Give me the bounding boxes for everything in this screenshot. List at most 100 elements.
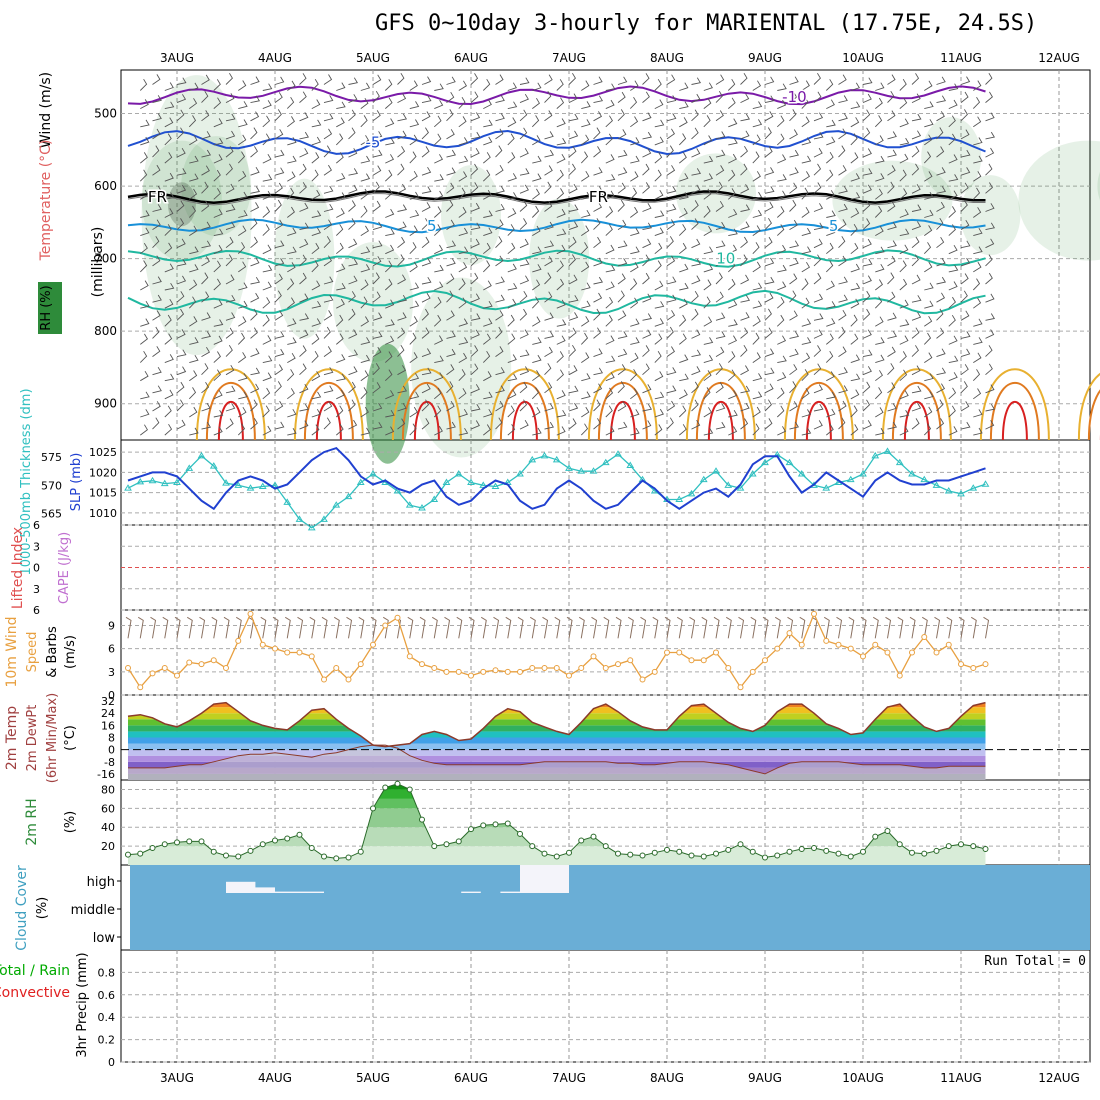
rh-series-point	[541, 850, 548, 857]
wind-barb	[752, 423, 760, 436]
rh-series-point	[970, 843, 977, 850]
wind-barb	[960, 129, 970, 140]
thickness-series-point	[748, 470, 757, 477]
wind-barb	[899, 409, 910, 418]
wind-barb	[728, 278, 736, 291]
wind-barb	[397, 254, 405, 267]
wind-barb	[287, 318, 297, 327]
wind-barb	[176, 218, 185, 230]
wind-barb	[581, 134, 590, 146]
wind-barb	[617, 364, 626, 376]
wind-barb	[605, 264, 616, 273]
wind-barb	[862, 184, 872, 194]
wind-barb	[372, 165, 382, 176]
wind-speed-series-point	[615, 661, 621, 668]
wind-barb	[421, 127, 429, 140]
wind-barb	[238, 170, 247, 182]
wind-barb	[875, 263, 885, 273]
wind-barb	[201, 272, 209, 285]
wind-barb	[850, 133, 858, 146]
rh-band	[128, 789, 986, 799]
wind-barb	[777, 154, 787, 164]
wind-speed-series-point	[639, 676, 646, 683]
wind-barb	[691, 127, 699, 140]
wind-barb	[826, 151, 834, 164]
wind-speed-series-point	[921, 634, 928, 641]
wind-barb	[237, 423, 246, 436]
thickness-series-point	[920, 475, 929, 483]
wind-barb	[752, 261, 761, 273]
wind-barb	[544, 131, 554, 140]
wind-barb	[360, 427, 371, 436]
wind-barb	[397, 294, 408, 303]
wind-barb	[825, 169, 834, 182]
wind-barb	[446, 258, 456, 267]
surface-wind-barb	[958, 616, 965, 639]
wind-barb	[299, 363, 307, 376]
wind-barb	[813, 313, 824, 321]
wind-barb	[813, 403, 824, 412]
rh-band	[128, 798, 986, 809]
wind-barb	[911, 204, 922, 212]
wind-speed-series-point	[933, 649, 940, 656]
wind-barb	[642, 131, 653, 140]
wind-barb	[532, 246, 542, 255]
cloud-block	[226, 881, 256, 893]
wind-barb	[519, 308, 528, 321]
wind-barb	[887, 363, 895, 376]
wind-barb	[948, 115, 956, 128]
wind-barb	[336, 298, 345, 309]
wind-barb	[274, 273, 283, 285]
surface-wind-barb	[664, 616, 671, 639]
wind-barb	[801, 246, 812, 255]
wind-barb	[642, 403, 653, 412]
wind-barb	[250, 111, 260, 122]
wind-barb	[287, 155, 297, 164]
wind-barb	[176, 168, 187, 176]
wind-barb	[421, 327, 430, 339]
wind-barb	[225, 344, 233, 357]
wind-speed-series-point	[945, 641, 952, 648]
wind-barb	[385, 409, 395, 418]
wind-barb	[875, 188, 883, 200]
wind-speed-series-point	[455, 668, 462, 675]
surface-wind-barb	[419, 616, 426, 639]
thickness-series-point	[467, 478, 475, 485]
wind-barb	[495, 74, 504, 85]
wind-speed-series-point	[541, 664, 548, 671]
wind-barb	[813, 293, 824, 303]
wind-speed-series-point	[394, 614, 401, 621]
wind-barb	[703, 427, 714, 436]
wind-barb	[911, 327, 920, 339]
wind-barb	[299, 163, 307, 176]
wind-barb	[189, 225, 198, 236]
wind-speed-series-point	[627, 657, 634, 664]
wind-speed-series-point	[970, 664, 977, 671]
wind-speed-series-point	[823, 637, 830, 644]
rh-series-point	[235, 853, 242, 860]
wind-barb	[630, 80, 639, 91]
wind-barb	[654, 333, 663, 345]
wind-barb	[140, 136, 150, 146]
wind-barb	[176, 399, 184, 412]
wind10m-panel	[120, 609, 1091, 696]
wind-barb	[801, 369, 809, 382]
wind-barb	[421, 218, 429, 230]
wind-barb	[715, 149, 726, 158]
rh-series-point	[357, 848, 364, 855]
wind-barb	[458, 369, 466, 382]
wind-barb	[985, 182, 993, 194]
wind-barb	[862, 77, 873, 85]
temp-band	[128, 695, 986, 701]
wind-barb	[470, 91, 479, 103]
wind-barb	[715, 346, 725, 357]
wind-barb	[262, 153, 272, 164]
thickness-series-point	[895, 458, 904, 466]
wind-barb	[764, 127, 772, 140]
wind-barb	[311, 391, 322, 400]
wind-barb	[176, 109, 185, 122]
wind-barb	[139, 260, 148, 273]
wind-barb	[630, 352, 639, 363]
wind-barb	[752, 352, 761, 363]
wind-barb	[556, 319, 567, 327]
